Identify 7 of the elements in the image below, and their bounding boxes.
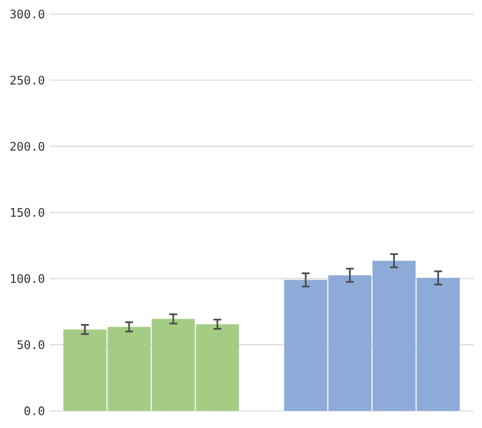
y-tick-label: 100.0 (11, 274, 44, 284)
y-tick-label: 150.0 (11, 208, 44, 218)
y-tick-label: 0.0 (24, 406, 44, 416)
y-tick-label: 200.0 (10, 142, 44, 151)
y-tick-label: 300.0 (10, 10, 44, 19)
y-tick-label: 50.0 (17, 340, 44, 350)
y-tick-label: 250.0 (10, 76, 44, 85)
